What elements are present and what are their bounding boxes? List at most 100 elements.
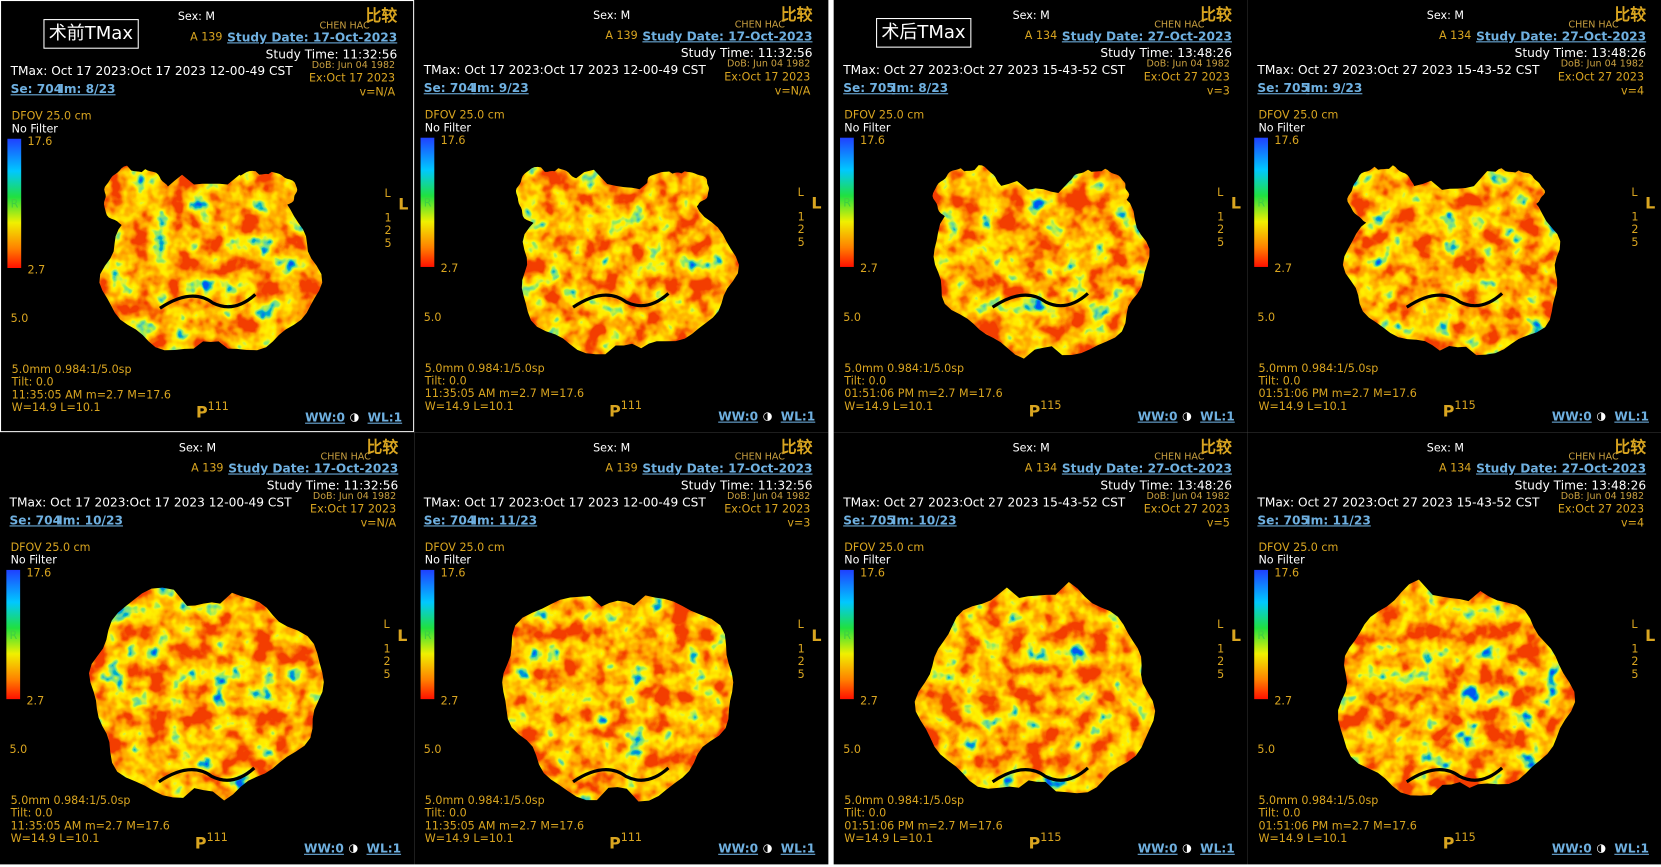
exam: Ex:Oct 17 2023	[724, 70, 811, 84]
ww: WW:0	[1551, 408, 1592, 424]
patient: CHEN HAC	[1568, 20, 1619, 31]
dob: DoB: Jun 04 1982	[727, 59, 811, 70]
se: Se: 704	[423, 512, 476, 528]
compare: 比较	[1614, 5, 1647, 25]
study-date: Study Date: 17-Oct-2023	[642, 28, 813, 44]
series-desc: TMax: Oct 27 2023:Oct 27 2023 15-43-52 C…	[1257, 62, 1540, 78]
compare: 比较	[366, 437, 399, 457]
ww: WW:0	[718, 408, 759, 424]
side-2: 2	[384, 224, 392, 238]
colorbar	[6, 569, 21, 700]
side-2: 2	[383, 655, 391, 669]
contrast-icon: ◑	[1596, 409, 1607, 423]
scale: 5.0	[1257, 743, 1276, 757]
orient: L	[1645, 193, 1656, 213]
pnum: 111	[620, 399, 642, 413]
tilt: Tilt: 0.0	[11, 376, 54, 389]
thick: 5.0mm 0.984:1/5.0sp	[1258, 362, 1379, 375]
patient: CHEN HAC	[1154, 452, 1205, 463]
p: P	[194, 833, 207, 853]
filter: No Filter	[11, 122, 58, 136]
sulcus	[572, 292, 670, 309]
ww: WW:0	[1551, 841, 1592, 856]
compare: 比较	[365, 6, 398, 26]
acc: A 139	[191, 461, 224, 475]
dfov: DFOV 25.0 cm	[1258, 109, 1339, 122]
sulcus	[991, 292, 1089, 309]
v: v=N/A	[774, 84, 811, 98]
im: Im: 10/23	[891, 512, 957, 528]
filter: No Filter	[424, 121, 471, 135]
tilt: Tilt: 0.0	[10, 807, 53, 820]
pnum: 115	[1040, 399, 1062, 413]
wl-text: W=14.9 L=10.1	[10, 832, 100, 846]
dfov: DFOV 25.0 cm	[10, 541, 91, 555]
wl: WL:1	[1614, 841, 1649, 856]
filter: No Filter	[1258, 121, 1305, 135]
cmax: 17.6	[26, 566, 52, 580]
orient: L	[811, 626, 822, 646]
sex: Sex: M	[177, 10, 216, 24]
ww: WW:0	[304, 841, 344, 856]
thick: 5.0mm 0.984:1/5.0sp	[1258, 794, 1379, 808]
perfusion-map	[840, 569, 1156, 794]
patient: CHEN HAC	[1568, 452, 1619, 463]
acc: A 134	[1438, 461, 1472, 475]
sulcus	[158, 766, 256, 784]
acq: 01:51:06 PM m=2.7 M=17.6	[844, 387, 1003, 401]
side-1: 1	[1217, 642, 1225, 656]
dfov: DFOV 25.0 cm	[844, 109, 925, 122]
side-3: 5	[1631, 236, 1639, 249]
wl: WL:1	[1200, 841, 1235, 856]
compare: 比较	[1200, 437, 1232, 457]
cmax: 17.6	[440, 134, 466, 148]
acc: A 134	[1438, 29, 1472, 43]
side-3: 5	[1631, 668, 1639, 682]
orient: L	[811, 193, 822, 213]
viewport: Sex: M 比较 CHEN HAC A 134 Study Date: 27-Oct-…	[1247, 0, 1661, 433]
v: v=N/A	[359, 85, 396, 99]
acq: 01:51:06 PM m=2.7 M=17.6	[844, 819, 1003, 833]
viewport: 术后TMax Sex: M 比较 CHEN HAC A 134 Study Date: 2…	[833, 0, 1248, 433]
brain-slice	[1338, 579, 1576, 796]
dfov: DFOV 25.0 cm	[424, 541, 505, 555]
side-0: L	[797, 618, 804, 632]
sulcus	[1405, 766, 1504, 784]
sex: Sex: M	[593, 9, 631, 23]
pnum: 115	[1454, 831, 1476, 845]
wl: WL:1	[1614, 408, 1649, 424]
cmid: R	[843, 197, 851, 210]
sex: Sex: M	[593, 441, 631, 455]
study-time: Study Time: 13:48:26	[1514, 45, 1647, 61]
thick: 5.0mm 0.984:1/5.0sp	[11, 363, 132, 377]
se: Se: 705	[1257, 80, 1309, 96]
study-time: Study Time: 11:32:56	[680, 45, 813, 61]
sex: Sex: M	[1426, 441, 1464, 455]
viewport: Sex: M 比较 CHEN HAC A 134 Study Date: 27-Oct-…	[1247, 432, 1661, 865]
perfusion-map	[420, 137, 739, 355]
dfov: DFOV 25.0 cm	[11, 110, 92, 123]
contrast-icon: ◑	[762, 409, 773, 423]
scale: 5.0	[10, 312, 29, 326]
side-1: 1	[383, 642, 391, 656]
cmax: 17.6	[440, 566, 466, 580]
study-time: Study Time: 13:48:26	[1100, 477, 1232, 493]
side-0: L	[1217, 618, 1224, 632]
cmin: 2.7	[440, 262, 459, 276]
tilt: Tilt: 0.0	[844, 807, 887, 820]
pnum: 115	[1040, 831, 1062, 845]
acc: A 134	[1024, 29, 1058, 43]
tilt: Tilt: 0.0	[424, 807, 467, 820]
sulcus	[572, 766, 670, 784]
compare: 比较	[1200, 5, 1232, 25]
side-1: 1	[1631, 210, 1639, 224]
sulcus	[159, 293, 257, 310]
wl: WL:1	[780, 841, 816, 856]
colorbar	[1254, 569, 1268, 700]
wl-text: W=14.9 L=10.1	[844, 400, 934, 414]
viewport: Sex: M 比较 CHEN HAC A 139 Study Date: 17-Oct-…	[414, 432, 829, 865]
acq: 01:51:06 PM m=2.7 M=17.6	[1258, 819, 1417, 833]
acc: A 139	[605, 461, 638, 475]
colorbar	[840, 569, 854, 700]
dob: DoB: Jun 04 1982	[312, 491, 397, 503]
